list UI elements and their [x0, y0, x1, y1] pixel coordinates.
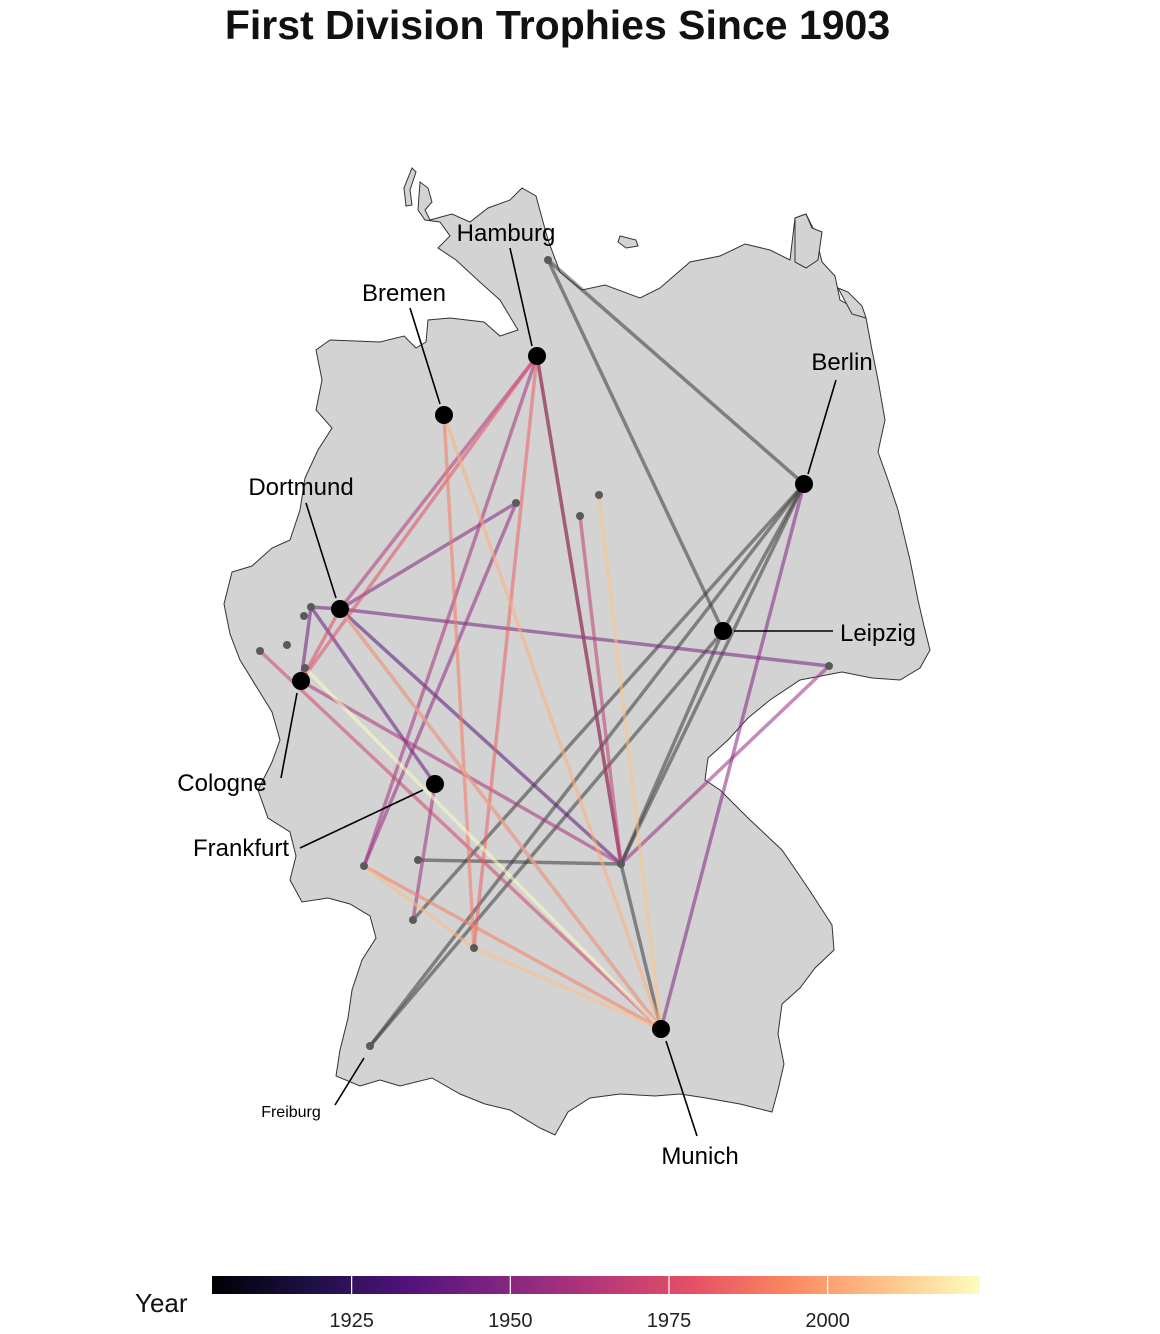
transition-line-kaiserslautern-munich: [362, 864, 663, 1031]
leader-hamburg: [509, 247, 533, 347]
label-leipzig: Leipzig: [840, 620, 916, 647]
city-point-hamburg: [528, 347, 546, 365]
label-berlin: Berlin: [811, 349, 872, 376]
label-leader-lines: [280, 247, 837, 1137]
leader-bremen: [409, 307, 441, 405]
label-dortmund: Dortmund: [248, 474, 353, 501]
label-frankfurt: Frankfurt: [193, 835, 289, 862]
city-point-kiel: [544, 256, 552, 264]
city-point-leipzig: [714, 622, 732, 640]
transition-line-hamburg-cologne: [299, 354, 539, 683]
city-points: [256, 256, 833, 1050]
transition-line-nuremberg-dresden: [619, 664, 831, 866]
colorbar: [212, 1276, 980, 1294]
transition-line-hamburg-dortmund: [338, 354, 539, 611]
transition-line-hamburg-kaiserslautern: [362, 354, 539, 868]
transition-line-kiel-berlin: [546, 258, 806, 486]
city-point-bremen: [435, 406, 453, 424]
leader-frankfurt: [299, 789, 424, 849]
city-point-mannheim: [414, 856, 422, 864]
transition-lines: [258, 258, 831, 1048]
transition-line-bremen-munich: [442, 413, 663, 1031]
city-point-dortmund: [331, 600, 349, 618]
colorbar-tick-label: 1975: [647, 1310, 692, 1332]
transition-line-stuttgart-munich: [472, 946, 663, 1031]
transition-line-frankfurt-karlsruhe: [411, 782, 437, 922]
city-point-bochum: [300, 612, 308, 620]
transition-line-bremen-stuttgart: [442, 413, 476, 950]
germany-map: [223, 167, 931, 1136]
colorbar-ticks: 1925 1950 1975 2000: [329, 1276, 850, 1332]
label-munich: Munich: [661, 1143, 738, 1170]
label-cologne: Cologne: [177, 770, 266, 797]
city-point-kaiserslautern: [360, 862, 368, 870]
fehmarn-island: [617, 235, 639, 249]
label-freiburg: Freiburg: [261, 1104, 321, 1121]
colorbar-tick-label: 2000: [805, 1310, 850, 1332]
usedom-island: [836, 287, 867, 319]
legend-title: Year: [135, 1288, 188, 1318]
label-bremen: Bremen: [362, 280, 446, 307]
leader-dortmund: [305, 502, 337, 599]
transition-line-wolfsburg-munich: [597, 493, 663, 1031]
leader-freiburg: [334, 1057, 365, 1106]
transition-line-kiel-leipzig: [546, 258, 725, 633]
transition-line-berlin-nuremberg: [619, 482, 806, 866]
city-point-dresden: [825, 662, 833, 670]
page-title: First Division Trophies Since 1903: [224, 2, 891, 48]
city-point-karlsruhe: [409, 916, 417, 924]
city-point-stuttgart: [470, 944, 478, 952]
label-hamburg: Hamburg: [457, 220, 556, 247]
city-point-frankfurt: [426, 775, 444, 793]
transition-line-hamburg-nuremberg: [535, 354, 623, 866]
transition-line-cologne-nuremberg: [299, 679, 623, 866]
city-point-leverkusen: [301, 664, 309, 672]
colorbar-tick-label: 1950: [488, 1310, 533, 1332]
transition-line-berlin-karlsruhe: [411, 482, 806, 922]
leader-berlin: [807, 379, 837, 475]
city-point-gelsenkirchen: [307, 603, 315, 611]
transition-line-kaiserslautern-stuttgart: [362, 864, 476, 950]
city-point-munich: [652, 1020, 670, 1038]
city-point-braunschweig: [576, 512, 584, 520]
leader-munich: [665, 1040, 698, 1137]
sylt-island: [403, 167, 417, 207]
city-point-berlin: [795, 475, 813, 493]
city-point-freiburg: [366, 1042, 374, 1050]
city-point-gladbach: [256, 647, 264, 655]
transition-line-dortmund-nuremberg: [338, 607, 623, 866]
transition-line-leipzig-freiburg: [368, 629, 725, 1048]
transition-line-dortmund-munich: [338, 607, 663, 1031]
transition-line-dortmund-hannover: [338, 501, 518, 611]
city-point-wolfsburg: [595, 491, 603, 499]
city-point-nuremberg: [617, 860, 625, 868]
city-labels: Hamburg Bremen Berlin Dortmund Leipzig C…: [177, 220, 916, 1170]
transition-line-gladbach-munich: [258, 649, 663, 1031]
leader-cologne: [280, 692, 298, 779]
city-point-cologne: [292, 672, 310, 690]
transition-line-berlin-freiburg: [368, 482, 806, 1048]
transition-line-braunschweig-nuremberg: [578, 514, 623, 866]
colorbar-tick-label: 1925: [329, 1310, 374, 1332]
transition-line-nuremberg-mannheim: [416, 858, 623, 866]
germany-outline: [223, 181, 931, 1136]
year-legend: 1925 1950 1975 2000: [212, 1276, 980, 1332]
transition-line-leverkusen-munich: [303, 666, 663, 1031]
city-point-hannover: [512, 499, 520, 507]
city-point-duisburg: [283, 641, 291, 649]
ruegen-island: [794, 213, 823, 269]
transition-line-nuremberg-munich: [619, 862, 663, 1031]
